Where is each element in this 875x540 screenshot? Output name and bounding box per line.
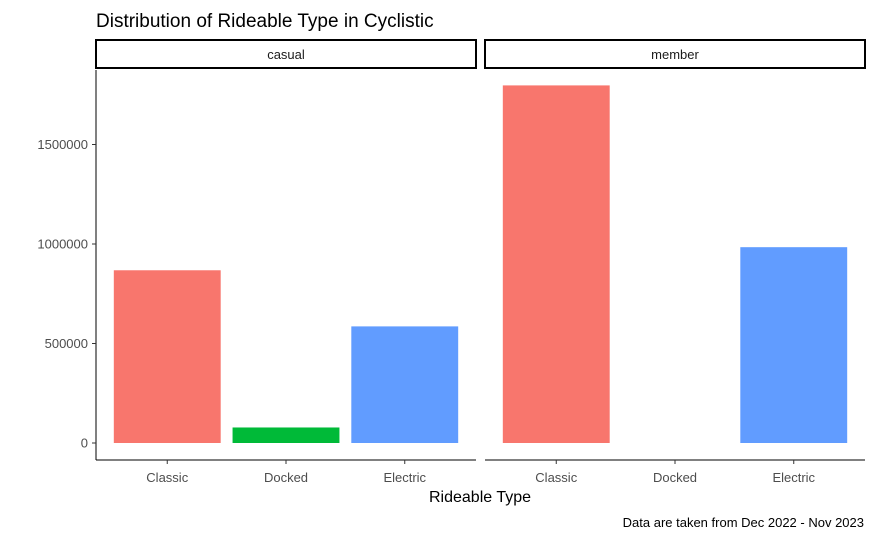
facet-strip-label: member	[651, 47, 699, 62]
facet-strip-label: casual	[267, 47, 305, 62]
y-tick-label: 1500000	[37, 137, 88, 152]
x-tick-label: Docked	[264, 470, 308, 485]
facet-panel-member: member Classic Docked Electric	[484, 39, 866, 485]
y-axis: 0 500000 1000000 1500000	[37, 70, 97, 460]
facet-panel-casual: casual Classic Docked Electric	[95, 39, 477, 485]
bar-casual-classic	[113, 270, 221, 443]
bar-casual-docked	[232, 427, 340, 443]
chart-title: Distribution of Rideable Type in Cyclist…	[96, 11, 434, 32]
y-tick-label: 0	[81, 436, 88, 451]
x-tick-label: Classic	[535, 470, 577, 485]
chart-caption: Data are taken from Dec 2022 - Nov 2023	[623, 515, 864, 530]
facet-strip	[95, 39, 477, 69]
x-tick-label: Docked	[653, 470, 697, 485]
bar-member-electric	[740, 247, 848, 443]
facet-strip	[484, 39, 866, 69]
y-tick-label: 500000	[45, 336, 88, 351]
x-tick-label: Classic	[146, 470, 188, 485]
y-tick-label: 1000000	[37, 237, 88, 252]
bar-casual-electric	[351, 326, 459, 443]
x-axis-title: Rideable Type	[429, 489, 531, 506]
facet-panels: casual Classic Docked Electric member Classic…	[95, 39, 866, 485]
x-tick-label: Electric	[772, 470, 815, 485]
x-tick-label: Electric	[383, 470, 426, 485]
bar-member-classic	[502, 85, 610, 444]
